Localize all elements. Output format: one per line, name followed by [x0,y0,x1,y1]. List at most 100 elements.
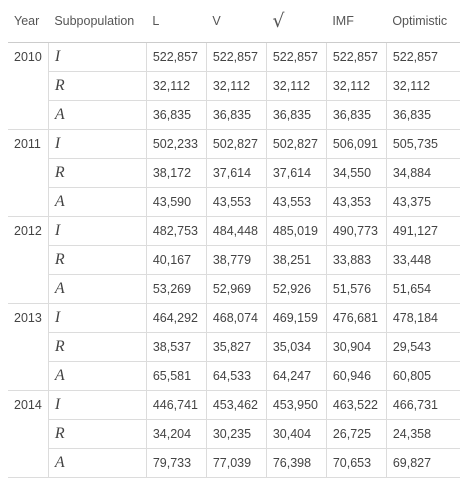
value-cell: 466,731 [385,390,461,420]
value-cell: 60,946 [325,361,387,391]
value-cell: 69,827 [385,448,461,478]
value-cell: 484,448 [205,216,267,246]
value-cell: 43,590 [145,187,207,217]
subpopulation-cell: I [47,390,147,420]
value-cell: 64,533 [205,361,267,391]
subpopulation-cell: R [47,419,147,449]
value-cell: 468,074 [205,303,267,333]
value-cell: 522,857 [325,42,387,72]
subpopulation-cell: R [47,158,147,188]
value-cell: 32,112 [265,71,327,101]
table-row: 2012 I 482,753 484,448 485,019 490,773 491,127 [8,216,461,304]
value-cell: 53,269 [145,274,207,304]
value-cell: 522,857 [145,42,207,72]
subpopulation-cell: I [47,129,147,159]
value-cell: 51,654 [385,274,461,304]
table-row: A 43,590 43,553 43,553 43,353 43,375 [8,187,461,217]
table-row: A 79,733 77,039 76,398 70,653 69,827 [8,448,461,478]
value-cell: 502,233 [145,129,207,159]
column-header: L [146,0,207,43]
table-row: 2010 I 522,857 522,857 522,857 522,857 522,857 [8,42,461,130]
value-cell: 522,857 [385,42,461,72]
subpopulation-cell: I [47,216,147,246]
subpopulation-cell: I [47,42,147,72]
value-cell: 453,462 [205,390,267,420]
column-header: Subpopulation [48,0,147,43]
value-cell: 32,112 [385,71,461,101]
column-header: Optimistic [386,0,461,43]
value-cell: 491,127 [385,216,461,246]
value-cell: 485,019 [265,216,327,246]
value-cell: 76,398 [265,448,327,478]
table-row: R 40,167 38,779 38,251 33,883 33,448 [8,245,461,275]
value-cell: 43,353 [325,187,387,217]
value-cell: 463,522 [325,390,387,420]
subpopulation-cell: A [47,100,147,130]
column-header: Year [8,0,49,43]
subpopulation-cell: R [47,332,147,362]
value-cell: 70,653 [325,448,387,478]
value-cell: 36,835 [145,100,207,130]
table-row: 2013 I 464,292 468,074 469,159 476,681 478,184 [8,303,461,391]
table-body: 2010 I 522,857 522,857 522,857 522,857 522,857… [8,42,461,478]
table-row: A 36,835 36,835 36,835 36,835 36,835 [8,100,461,130]
column-header: IMF [326,0,387,43]
value-cell: 502,827 [265,129,327,159]
value-cell: 38,172 [145,158,207,188]
subpopulation-cell: A [47,361,147,391]
table-row: R 38,172 37,614 37,614 34,550 34,884 [8,158,461,188]
value-cell: 490,773 [325,216,387,246]
table-row: R 34,204 30,235 30,404 26,725 24,358 [8,419,461,449]
value-cell: 51,576 [325,274,387,304]
value-cell: 52,926 [265,274,327,304]
value-cell: 43,553 [205,187,267,217]
value-cell: 65,581 [145,361,207,391]
data-table: Year Subpopulation L V √ IMF Optimistic 2010 I 5… [8,0,461,478]
year-cell: 2012 [8,216,49,304]
subpopulation-cell: I [47,303,147,333]
value-cell: 464,292 [145,303,207,333]
value-cell: 64,247 [265,361,327,391]
value-cell: 36,835 [325,100,387,130]
value-cell: 52,969 [205,274,267,304]
value-cell: 60,805 [385,361,461,391]
subpopulation-cell: A [47,187,147,217]
subpopulation-cell: R [47,71,147,101]
value-cell: 77,039 [205,448,267,478]
value-cell: 38,537 [145,332,207,362]
value-cell: 26,725 [325,419,387,449]
column-header: V [206,0,267,43]
value-cell: 522,857 [265,42,327,72]
value-cell: 505,735 [385,129,461,159]
value-cell: 30,904 [325,332,387,362]
value-cell: 37,614 [265,158,327,188]
value-cell: 32,112 [205,71,267,101]
table-row: R 32,112 32,112 32,112 32,112 32,112 [8,71,461,101]
value-cell: 35,827 [205,332,267,362]
table-row: 2014 I 446,741 453,462 453,950 463,522 466,731 [8,390,461,478]
value-cell: 34,550 [325,158,387,188]
value-cell: 453,950 [265,390,327,420]
value-cell: 37,614 [205,158,267,188]
value-cell: 476,681 [325,303,387,333]
value-cell: 506,091 [325,129,387,159]
value-cell: 79,733 [145,448,207,478]
value-cell: 33,883 [325,245,387,275]
value-cell: 502,827 [205,129,267,159]
table-row: R 38,537 35,827 35,034 30,904 29,543 [8,332,461,362]
value-cell: 38,779 [205,245,267,275]
value-cell: 30,404 [265,419,327,449]
table-container: Year Subpopulation L V √ IMF Optimistic 2010 I 5… [8,0,461,478]
table-row: A 53,269 52,969 52,926 51,576 51,654 [8,274,461,304]
table-row: A 65,581 64,533 64,247 60,946 60,805 [8,361,461,391]
value-cell: 522,857 [205,42,267,72]
value-cell: 30,235 [205,419,267,449]
value-cell: 32,112 [145,71,207,101]
value-cell: 478,184 [385,303,461,333]
value-cell: 38,251 [265,245,327,275]
value-cell: 34,884 [385,158,461,188]
value-cell: 469,159 [265,303,327,333]
value-cell: 34,204 [145,419,207,449]
value-cell: 43,553 [265,187,327,217]
value-cell: 482,753 [145,216,207,246]
